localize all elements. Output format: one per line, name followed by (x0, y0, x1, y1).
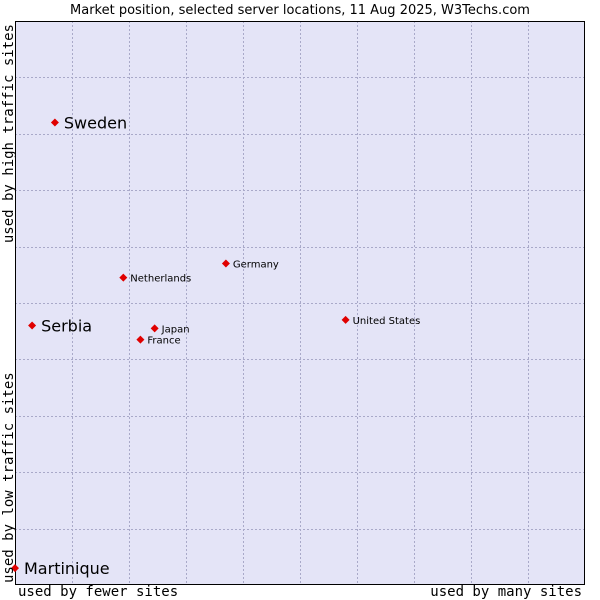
point-label-japan: Japan (161, 324, 190, 335)
point-marker-japan (150, 324, 159, 333)
point-marker-united-states (341, 315, 350, 324)
point-label-netherlands: Netherlands (130, 274, 191, 285)
grid-lines (15, 21, 585, 585)
point-marker-sweden (50, 118, 59, 127)
point-marker-netherlands (119, 273, 128, 282)
x-axis-label-low: used by fewer sites (18, 584, 178, 600)
plot-border (15, 21, 585, 585)
point-label-martinique: Martinique (24, 559, 110, 578)
point-label-germany: Germany (233, 260, 279, 271)
point-marker-germany (221, 259, 230, 268)
point-marker-france (136, 335, 145, 344)
point-marker-serbia (28, 321, 37, 330)
point-label-france: France (147, 336, 180, 347)
point-marker-martinique (11, 564, 19, 573)
point-label-united-states: United States (353, 316, 421, 327)
point-label-sweden: Sweden (64, 114, 127, 133)
x-axis-label-high: used by many sites (430, 584, 582, 600)
y-axis-label-high: used by high traffic sites (1, 24, 17, 243)
y-axis-label-low: used by low traffic sites (1, 372, 17, 583)
point-label-serbia: Serbia (41, 317, 92, 336)
chart-title: Market position, selected server locatio… (70, 3, 530, 18)
data-points: Sweden Germany Netherlands Serbia United Sta… (11, 114, 421, 578)
